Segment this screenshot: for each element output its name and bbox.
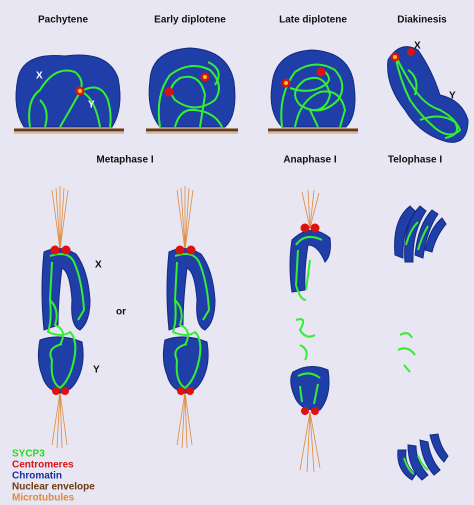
x-label: X	[95, 260, 102, 271]
telophase	[394, 205, 449, 481]
y-label: Y	[93, 365, 100, 376]
legend-entry: Chromatin	[12, 471, 62, 482]
diakinesis-nucleus: X Y	[387, 41, 469, 143]
late-diplotene-nucleus	[268, 49, 358, 134]
stage-title: Diakinesis	[397, 15, 447, 26]
connector: or	[116, 307, 126, 318]
stage-title: Late diplotene	[279, 15, 347, 26]
anaphase	[289, 189, 331, 473]
y-label: Y	[88, 100, 95, 111]
legend: SYCP3 Centromeres Chromatin Nuclear enve…	[12, 449, 95, 504]
x-label: X	[36, 71, 43, 82]
y-label: Y	[449, 91, 456, 102]
pachytene-nucleus: X Y	[14, 54, 124, 134]
stage-title: Anaphase I	[283, 155, 337, 166]
stage-title: Pachytene	[38, 15, 88, 26]
early-diplotene-nucleus	[146, 47, 238, 134]
x-label: X	[414, 41, 421, 52]
legend-entry: SYCP3	[12, 449, 45, 460]
legend-entry: Nuclear envelope	[12, 482, 95, 493]
legend-entry: Microtubules	[12, 493, 75, 504]
legend-entry: Centromeres	[12, 460, 74, 471]
stage-title: Early diplotene	[154, 15, 226, 26]
stage-title: Metaphase I	[96, 155, 153, 166]
stage-title: Telophase I	[388, 155, 442, 166]
